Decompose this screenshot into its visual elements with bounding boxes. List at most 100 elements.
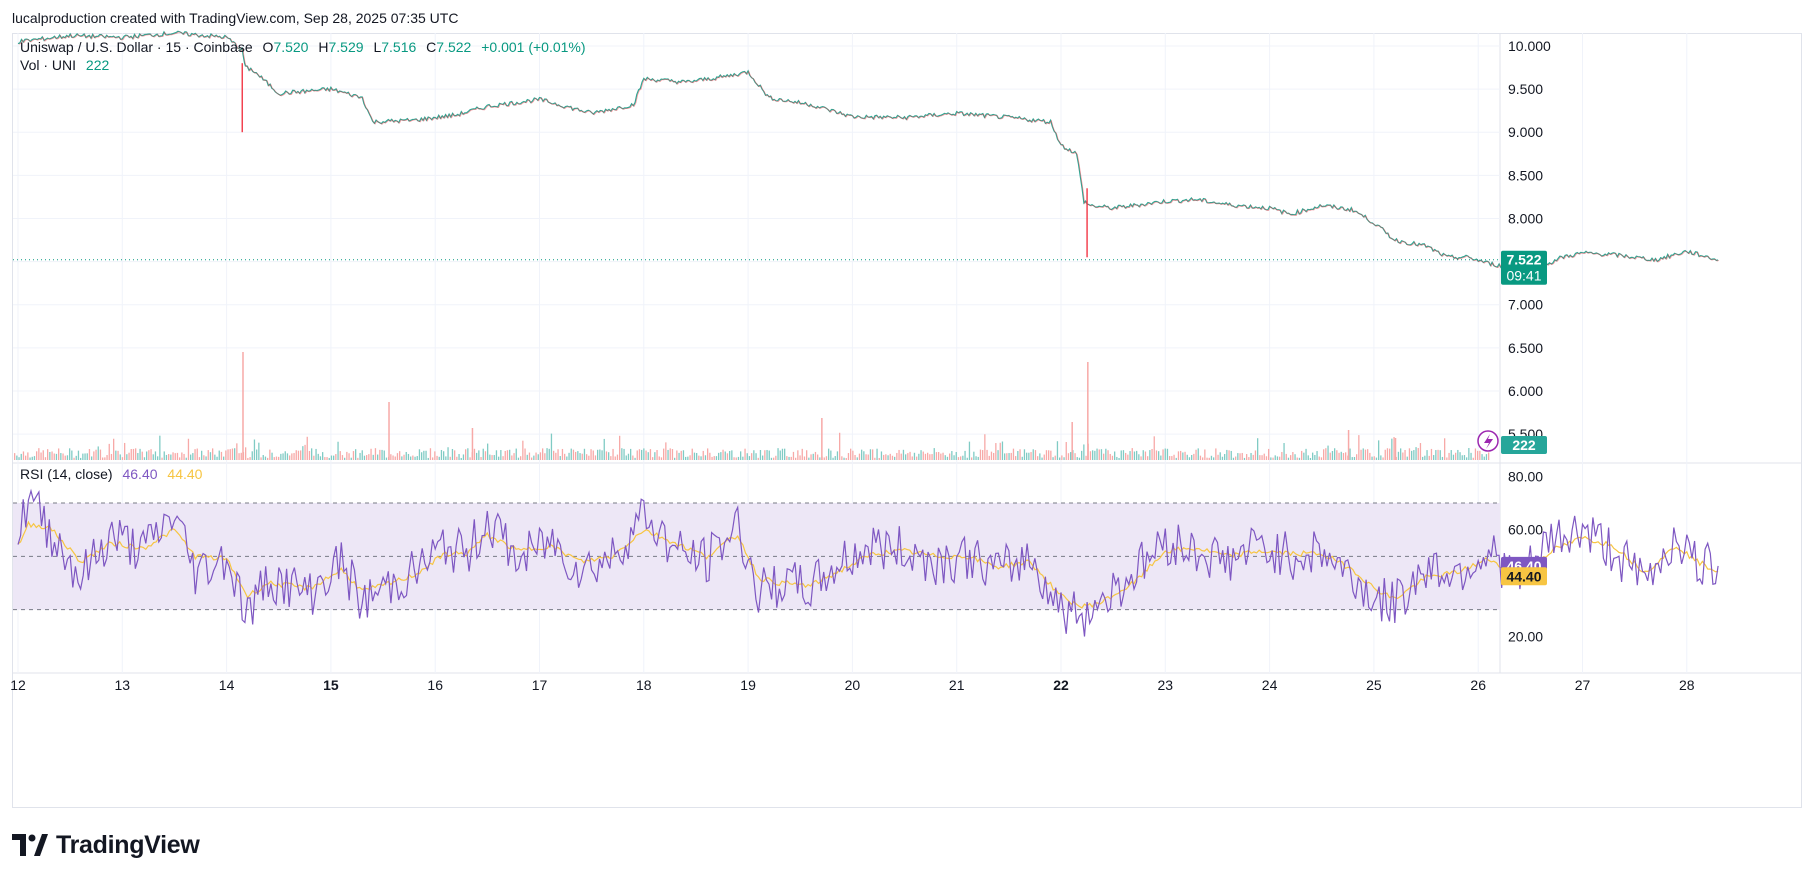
price-tick-label: 6.000 — [1508, 383, 1543, 399]
volume-bar — [16, 455, 18, 460]
volume-bar — [124, 442, 126, 460]
volume-bar — [715, 456, 718, 460]
volume-bar — [416, 456, 418, 460]
volume-bar — [1078, 457, 1081, 460]
volume-bar — [344, 457, 346, 460]
volume-legend[interactable]: Vol · UNI 222 — [20, 57, 109, 73]
volume-bar — [718, 452, 720, 460]
volume-bar — [71, 450, 73, 460]
chart-frame[interactable] — [12, 33, 1802, 808]
volume-bar — [722, 449, 724, 460]
volume-bar — [1323, 449, 1325, 460]
volume-bar — [1142, 450, 1144, 460]
symbol-title[interactable]: Uniswap / U.S. Dollar · 15 · Coinbase — [20, 39, 253, 55]
volume-bar — [502, 456, 504, 460]
volume-bar — [77, 450, 80, 460]
volume-bar — [548, 448, 550, 460]
volume-bar — [1008, 453, 1010, 460]
volume-bar — [1026, 452, 1028, 460]
volume-bar — [1263, 453, 1265, 460]
volume-bar — [1039, 453, 1041, 460]
volume-bar — [568, 452, 570, 460]
volume-bar — [372, 454, 374, 460]
x-tick-label: 15 — [323, 677, 339, 693]
rsi-legend[interactable]: RSI (14, close) 46.40 44.40 — [20, 466, 202, 482]
volume-bar — [795, 457, 797, 460]
volume-bar — [361, 450, 363, 460]
volume-bar — [324, 457, 326, 460]
volume-bar — [495, 450, 498, 460]
volume-spike — [1087, 362, 1089, 460]
volume-bar — [856, 457, 858, 460]
volume-bar — [517, 457, 520, 460]
volume-bar — [537, 454, 539, 460]
volume-bar — [575, 451, 577, 460]
volume-bar — [960, 456, 962, 460]
lightning-icon[interactable] — [1477, 430, 1499, 452]
volume-bar — [964, 450, 966, 460]
volume-bar — [920, 450, 922, 460]
volume-bar — [207, 450, 209, 460]
volume-bar — [900, 453, 902, 460]
volume-bar — [381, 449, 383, 460]
volume-bar — [599, 449, 601, 460]
volume-bar — [984, 434, 986, 460]
volume-bar — [1485, 454, 1488, 460]
volume-bar — [1043, 454, 1045, 460]
volume-bar — [553, 450, 555, 460]
volume-bar — [62, 453, 64, 460]
volume-bar — [1147, 456, 1149, 460]
volume-bar — [163, 451, 165, 460]
volume-bar — [671, 449, 674, 460]
volume-bar — [247, 457, 249, 460]
volume-bar — [234, 448, 236, 460]
volume-bar — [522, 440, 524, 460]
volume-bar — [588, 455, 590, 460]
volume-bar — [1138, 454, 1140, 460]
volume-bar — [878, 457, 880, 460]
volume-bar — [1004, 453, 1006, 460]
volume-bar — [1243, 457, 1246, 460]
volume-bar — [238, 453, 240, 460]
volume-bar — [1248, 457, 1250, 460]
volume-bar — [154, 451, 157, 460]
volume-bar — [751, 453, 753, 460]
volume-bar — [374, 448, 377, 460]
volume-bar — [223, 456, 225, 460]
volume-bar — [1166, 448, 1169, 460]
volume-bar — [902, 449, 905, 460]
volume-bar — [1239, 453, 1241, 460]
volume-bar — [1241, 452, 1243, 460]
volume-bar — [709, 452, 711, 460]
volume-bar — [1450, 450, 1452, 460]
volume-bar — [1219, 452, 1221, 460]
volume-bar — [403, 454, 405, 460]
volume-bar — [887, 455, 889, 460]
volume-bar — [1336, 450, 1338, 460]
volume-bar — [614, 456, 616, 460]
tradingview-logo[interactable]: TradingView — [12, 830, 200, 860]
symbol-legend[interactable]: Uniswap / U.S. Dollar · 15 · Coinbase O7… — [20, 39, 586, 55]
volume-bar — [762, 455, 764, 460]
volume-bar — [836, 451, 839, 460]
volume-bar — [1151, 448, 1153, 460]
volume-bar — [282, 453, 284, 460]
volume-bar — [198, 457, 201, 460]
volume-bar — [227, 449, 229, 460]
volume-bar — [896, 452, 898, 460]
x-tick-label: 12 — [10, 677, 26, 693]
volume-bar — [733, 457, 735, 460]
volume-bar — [1281, 451, 1283, 460]
volume-bar — [1459, 452, 1461, 460]
volume-bar — [1100, 449, 1103, 460]
volume-bar — [1417, 448, 1419, 460]
volume-bar — [1103, 453, 1105, 460]
volume-bar — [500, 450, 502, 460]
volume-bar — [102, 457, 104, 460]
volume-bar — [181, 452, 183, 460]
volume-bar — [823, 457, 825, 460]
volume-bar — [218, 450, 220, 460]
volume-bar — [196, 448, 198, 460]
volume-bar — [432, 457, 434, 460]
